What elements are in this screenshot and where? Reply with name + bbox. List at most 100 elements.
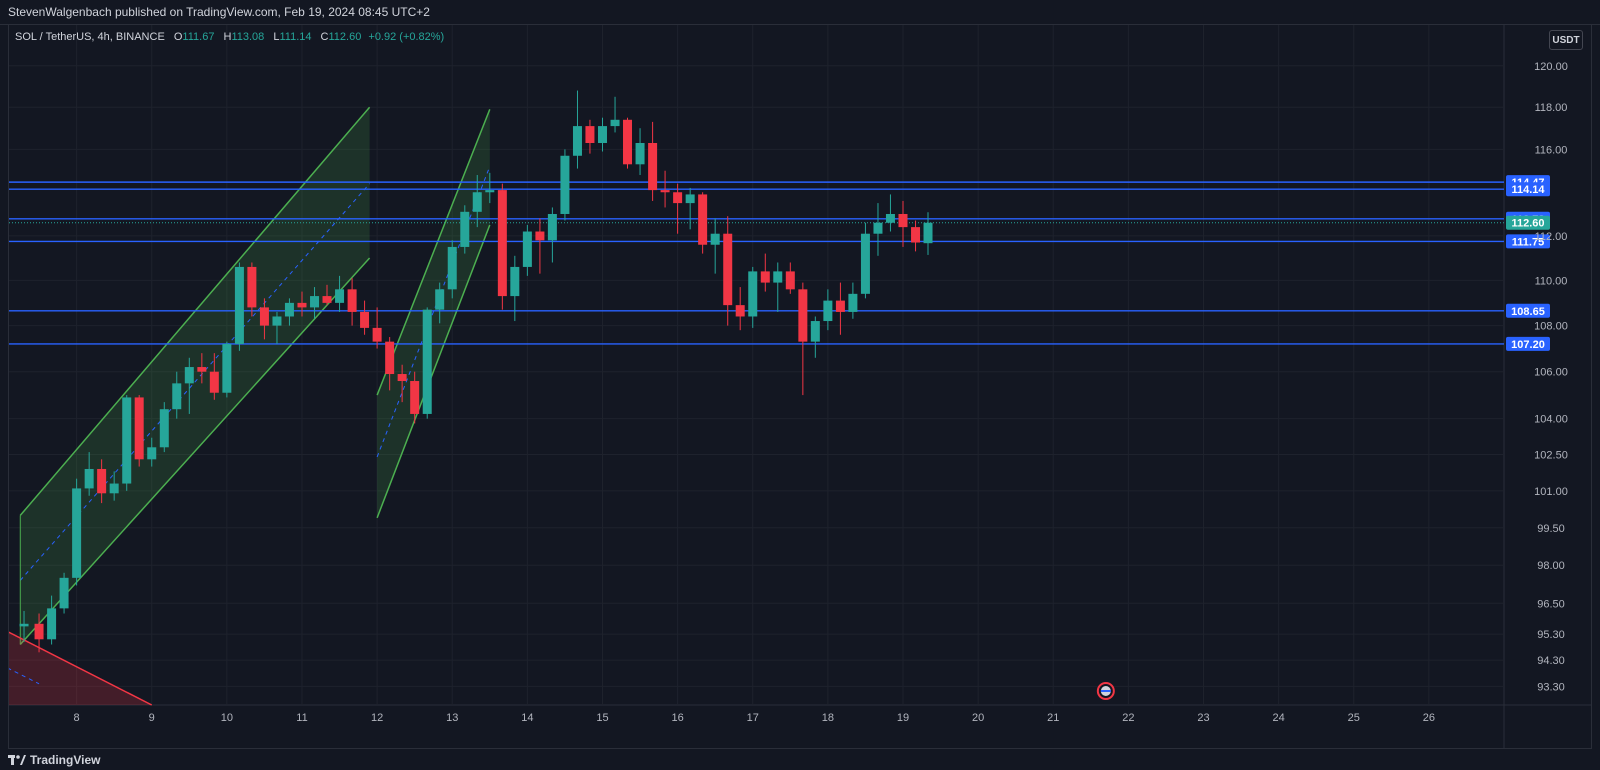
candle-body — [698, 194, 708, 245]
price-tick-label: 96.50 — [1537, 598, 1565, 610]
top-bar: StevenWalgenbach published on TradingVie… — [0, 0, 1600, 25]
candle-body — [735, 305, 745, 317]
chart-frame[interactable]: 114.47114.14112.78112.60111.75108.65107.… — [8, 24, 1592, 749]
wedge-line — [9, 631, 153, 706]
price-tick-label: 94.30 — [1537, 655, 1565, 667]
candle-body — [560, 155, 570, 214]
open-key: O — [173, 31, 183, 43]
candle-body — [19, 623, 29, 627]
price-tick-label: 112.00 — [1535, 231, 1568, 243]
candle-body — [222, 343, 232, 393]
price-level-label: 108.65 — [1511, 306, 1545, 318]
time-tick-label: 23 — [1197, 712, 1209, 724]
time-tick-label: 12 — [371, 712, 383, 724]
currency-button[interactable]: USDT — [1549, 30, 1583, 50]
candle-body — [347, 289, 357, 312]
candle-body — [810, 321, 820, 342]
candle — [109, 471, 119, 501]
price-tick-label: 120.00 — [1534, 61, 1568, 73]
time-tick-label: 11 — [296, 712, 307, 724]
candle-body — [522, 231, 532, 267]
time-tick-label: 26 — [1423, 712, 1435, 724]
candle — [735, 287, 745, 331]
low-value: 111.14 — [279, 31, 312, 43]
candle-body — [159, 409, 169, 448]
candle — [648, 121, 658, 201]
candle — [222, 341, 232, 398]
candle — [635, 128, 645, 176]
candle — [710, 218, 720, 274]
candle — [547, 207, 557, 263]
candle — [610, 96, 620, 133]
candle-body — [572, 126, 582, 156]
candle — [885, 194, 895, 232]
candle-body — [422, 309, 432, 414]
candle — [147, 437, 157, 467]
candle-body — [848, 293, 858, 312]
candle-body — [823, 300, 833, 322]
publisher-line: StevenWalgenbach published on TradingVie… — [8, 5, 430, 19]
price-tick-label: 95.30 — [1537, 629, 1565, 641]
price-tick-label: 93.30 — [1537, 681, 1565, 693]
price-level-badge — [1506, 182, 1550, 197]
price-tick-label: 110.00 — [1535, 275, 1568, 287]
candle-body — [284, 302, 294, 317]
time-tick-label: 24 — [1272, 712, 1284, 724]
candle-body — [122, 397, 132, 484]
candle — [122, 395, 132, 491]
candle-body — [660, 190, 670, 193]
price-level-lines: 114.47114.14112.78112.60111.75108.65107.… — [9, 175, 1550, 351]
price-tick-label: 108.00 — [1534, 321, 1568, 333]
candle — [810, 316, 820, 358]
tradingview-logo: TradingView — [0, 753, 100, 767]
time-tick-label: 22 — [1122, 712, 1134, 724]
price-tick-label: 98.00 — [1537, 560, 1565, 572]
price-tick-label: 101.00 — [1534, 486, 1568, 498]
candle — [785, 262, 795, 294]
candle-body — [134, 397, 144, 460]
candle — [472, 175, 482, 228]
candle-body — [297, 302, 307, 308]
candle-body — [109, 483, 119, 494]
candle-body — [885, 213, 895, 223]
candle — [497, 183, 507, 310]
candle — [159, 402, 169, 453]
time-tick-label: 10 — [221, 712, 233, 724]
candle-body — [272, 316, 282, 326]
candle-body — [723, 233, 733, 306]
price-tick-label: 102.50 — [1534, 450, 1568, 462]
price-axis: 120.00 118.00 116.00 112.00 110.00 108.00 106.… — [1534, 61, 1568, 694]
grid — [9, 25, 1591, 748]
candle-body — [97, 468, 107, 494]
candle — [660, 170, 670, 208]
change-value: +0.92 (+0.82%) — [368, 31, 445, 43]
candle — [860, 222, 870, 299]
price-level-label: 114.14 — [1511, 184, 1545, 196]
price-tick-label: 106.00 — [1534, 367, 1568, 379]
candle — [560, 149, 570, 221]
ohlc-legend: SOL / TetherUS, 4h, BINANCE O111.67 H113… — [15, 31, 444, 43]
candle-body — [547, 213, 557, 241]
time-tick-label: 21 — [1047, 712, 1059, 724]
time-tick-label: 14 — [521, 712, 533, 724]
symbol-label: SOL / TetherUS, 4h, BINANCE — [15, 31, 165, 43]
candle — [773, 262, 783, 312]
close-key: C — [320, 31, 329, 43]
time-tick-label: 18 — [822, 712, 834, 724]
price-tick-label: 116.00 — [1535, 144, 1568, 156]
candlestick-chart[interactable]: 114.47114.14112.78112.60111.75108.65107.… — [9, 25, 1592, 749]
candle — [460, 205, 470, 254]
time-tick-label: 13 — [446, 712, 458, 724]
candle-body — [172, 383, 182, 410]
candle — [873, 203, 883, 256]
candle — [685, 187, 695, 230]
candle-body — [385, 341, 395, 375]
candle-body — [259, 307, 269, 326]
candle — [284, 298, 294, 326]
candle — [247, 262, 257, 317]
close-value: 112.60 — [328, 31, 362, 43]
candle-body — [72, 488, 82, 578]
candles — [19, 90, 933, 653]
candle — [447, 240, 457, 299]
candle — [723, 216, 733, 326]
